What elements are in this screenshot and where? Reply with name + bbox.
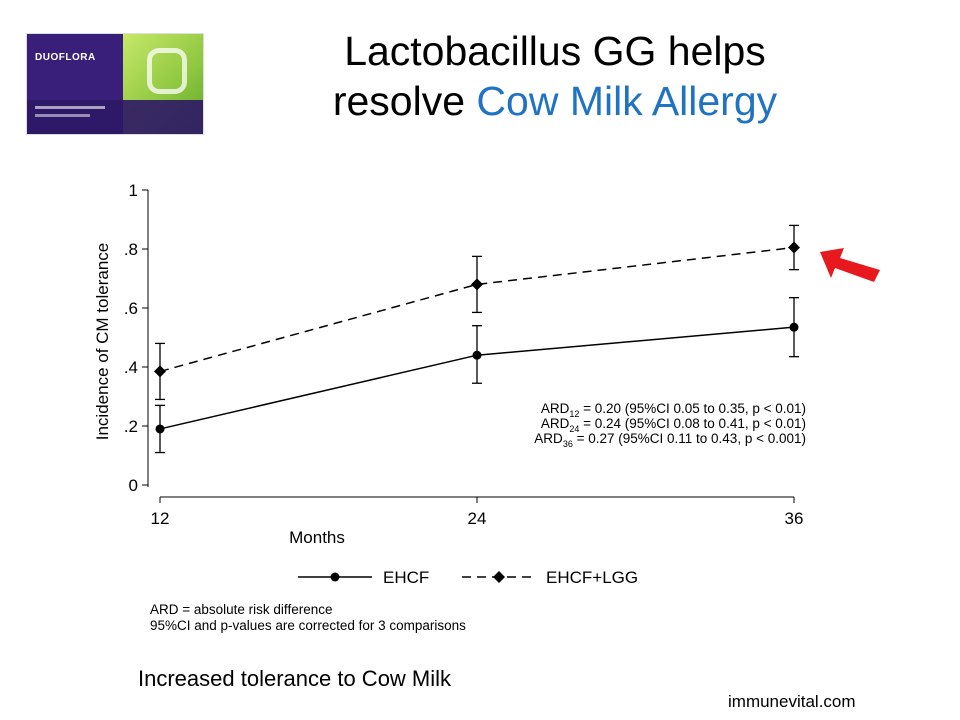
title-line-2: resolve Cow Milk Allergy [240, 76, 870, 126]
x-axis-title: Months [289, 528, 345, 547]
product-brand: DUOFLORA [35, 52, 96, 63]
y-tick-label: 0 [129, 476, 138, 495]
red-arrow-icon [820, 248, 880, 282]
title-line-1: Lactobacillus GG helps [344, 28, 766, 74]
ard-subscript: 12 [569, 409, 579, 419]
legend-marker-ehcf [330, 572, 340, 582]
ard-value: = 0.24 (95%CI 0.08 to 0.41, p < 0.01) [579, 416, 806, 431]
y-tick-label: .6 [124, 299, 138, 318]
series-line-ehcf-lgg [159, 246, 795, 373]
data-point [471, 278, 483, 291]
product-logo-swirl-icon [147, 48, 187, 94]
product-image: DUOFLORA [26, 33, 204, 135]
y-tick-label: 1 [129, 181, 138, 200]
y-tick-label: .2 [124, 417, 138, 436]
title-line-2-prefix: resolve [332, 78, 477, 124]
product-fine-print [35, 114, 90, 117]
data-point [472, 350, 482, 360]
chart-footnote: 95%CI and p-values are corrected for 3 c… [150, 618, 466, 633]
ard-value: = 0.27 (95%CI 0.11 to 0.43, p < 0.001) [573, 431, 806, 446]
x-tick-label: 12 [151, 509, 170, 528]
data-point [154, 365, 166, 378]
legend-marker-ehcf-lgg [493, 571, 505, 583]
site-url: immunevital.com [728, 692, 856, 711]
data-point [155, 424, 165, 434]
ard-label: ARD [541, 416, 570, 431]
ard-subscript: 24 [569, 424, 579, 434]
y-tick-label: .4 [124, 358, 138, 377]
caption: Increased tolerance to Cow Milk [138, 666, 452, 691]
legend-label-ehcf: EHCF [383, 568, 429, 587]
ard-annotation: ARD12 = 0.20 (95%CI 0.05 to 0.35, p < 0.… [541, 401, 806, 419]
ard-label: ARD [541, 401, 570, 416]
ard-value: = 0.20 (95%CI 0.05 to 0.35, p < 0.01) [579, 401, 806, 416]
ard-label: ARD [534, 431, 563, 446]
product-fine-print [35, 106, 105, 109]
title-highlight: Cow Milk Allergy [476, 78, 778, 124]
ard-subscript: 36 [563, 439, 573, 449]
slide-title: Lactobacillus GG helps resolve Cow Milk … [240, 26, 870, 126]
y-axis-title: Incidence of CM tolerance [93, 243, 112, 441]
x-tick-label: 24 [468, 509, 487, 528]
ard-annotation: ARD24 = 0.24 (95%CI 0.08 to 0.41, p < 0.… [541, 416, 806, 434]
chart-footnote: ARD = absolute risk difference [150, 602, 332, 617]
product-box-band [27, 100, 203, 134]
legend-label-ehcf-lgg: EHCF+LGG [546, 568, 638, 587]
x-tick-label: 36 [785, 509, 804, 528]
y-tick-label: .8 [124, 240, 138, 259]
data-point [788, 241, 800, 254]
ard-annotation: ARD36 = 0.27 (95%CI 0.11 to 0.43, p < 0.… [534, 431, 806, 449]
data-point [789, 322, 799, 332]
